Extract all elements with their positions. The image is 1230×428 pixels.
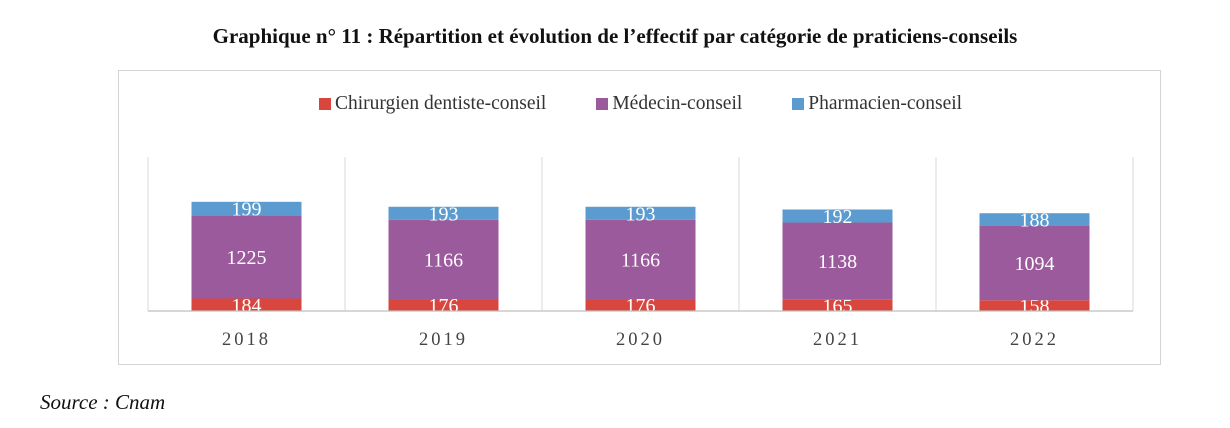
source-note: Source : Cnam bbox=[40, 390, 166, 414]
bar-segment-pharmacien bbox=[979, 213, 1090, 226]
bar-segment-medecin bbox=[191, 215, 302, 299]
x-tick-label: 2020 bbox=[616, 330, 665, 350]
bar-segment-dentiste bbox=[388, 299, 499, 311]
legend-label-medecin: Médecin-conseil bbox=[612, 93, 743, 114]
bar-segment-dentiste bbox=[979, 300, 1090, 311]
legend-swatch-dentiste bbox=[318, 98, 331, 110]
bar-segment-medecin bbox=[979, 225, 1090, 301]
legend-item-pharmacien: Pharmacien-conseil bbox=[792, 93, 962, 115]
data-label: 1138 bbox=[818, 251, 857, 273]
x-tick-label: 2019 bbox=[419, 330, 468, 350]
data-label: 1166 bbox=[424, 249, 463, 271]
bar-segment-dentiste bbox=[585, 299, 696, 311]
data-label: 193 bbox=[626, 203, 656, 225]
bar-segment-pharmacien bbox=[388, 206, 499, 220]
x-tick-label: 2021 bbox=[813, 330, 862, 350]
bar-segment-medecin bbox=[388, 219, 499, 300]
data-label: 1166 bbox=[621, 249, 660, 271]
chart-frame: Chirurgien dentiste-conseil Médecin-cons… bbox=[118, 70, 1161, 365]
data-label: 188 bbox=[1020, 210, 1050, 232]
bar-segment-medecin bbox=[782, 222, 893, 300]
bar-segment-medecin bbox=[585, 219, 696, 300]
chart-title: Graphique n° 11 : Répartition et évoluti… bbox=[212, 24, 1018, 48]
data-label: 158 bbox=[1020, 296, 1050, 318]
data-label: 193 bbox=[429, 203, 459, 225]
x-tick-label: 2022 bbox=[1010, 330, 1059, 350]
bar-segment-pharmacien bbox=[191, 201, 302, 216]
legend-label-pharmacien: Pharmacien-conseil bbox=[808, 93, 963, 114]
data-label: 192 bbox=[823, 206, 853, 228]
bar-segment-dentiste bbox=[191, 298, 302, 311]
data-label: 199 bbox=[232, 199, 262, 221]
legend-item-medecin: Médecin-conseil bbox=[596, 93, 742, 115]
legend-swatch-pharmacien bbox=[792, 98, 805, 110]
legend: Chirurgien dentiste-conseil Médecin-cons… bbox=[119, 93, 1162, 115]
legend-swatch-medecin bbox=[596, 98, 609, 110]
x-tick-label: 2018 bbox=[222, 330, 271, 350]
data-label: 1094 bbox=[1015, 253, 1055, 275]
legend-label-dentiste: Chirurgien dentiste-conseil bbox=[334, 93, 547, 114]
bar-segment-pharmacien bbox=[585, 206, 696, 220]
bar-segment-pharmacien bbox=[782, 209, 893, 223]
legend-item-dentiste: Chirurgien dentiste-conseil bbox=[318, 93, 547, 115]
data-label: 1225 bbox=[227, 247, 267, 269]
bar-segment-dentiste bbox=[782, 299, 893, 311]
data-label: 165 bbox=[823, 295, 853, 317]
